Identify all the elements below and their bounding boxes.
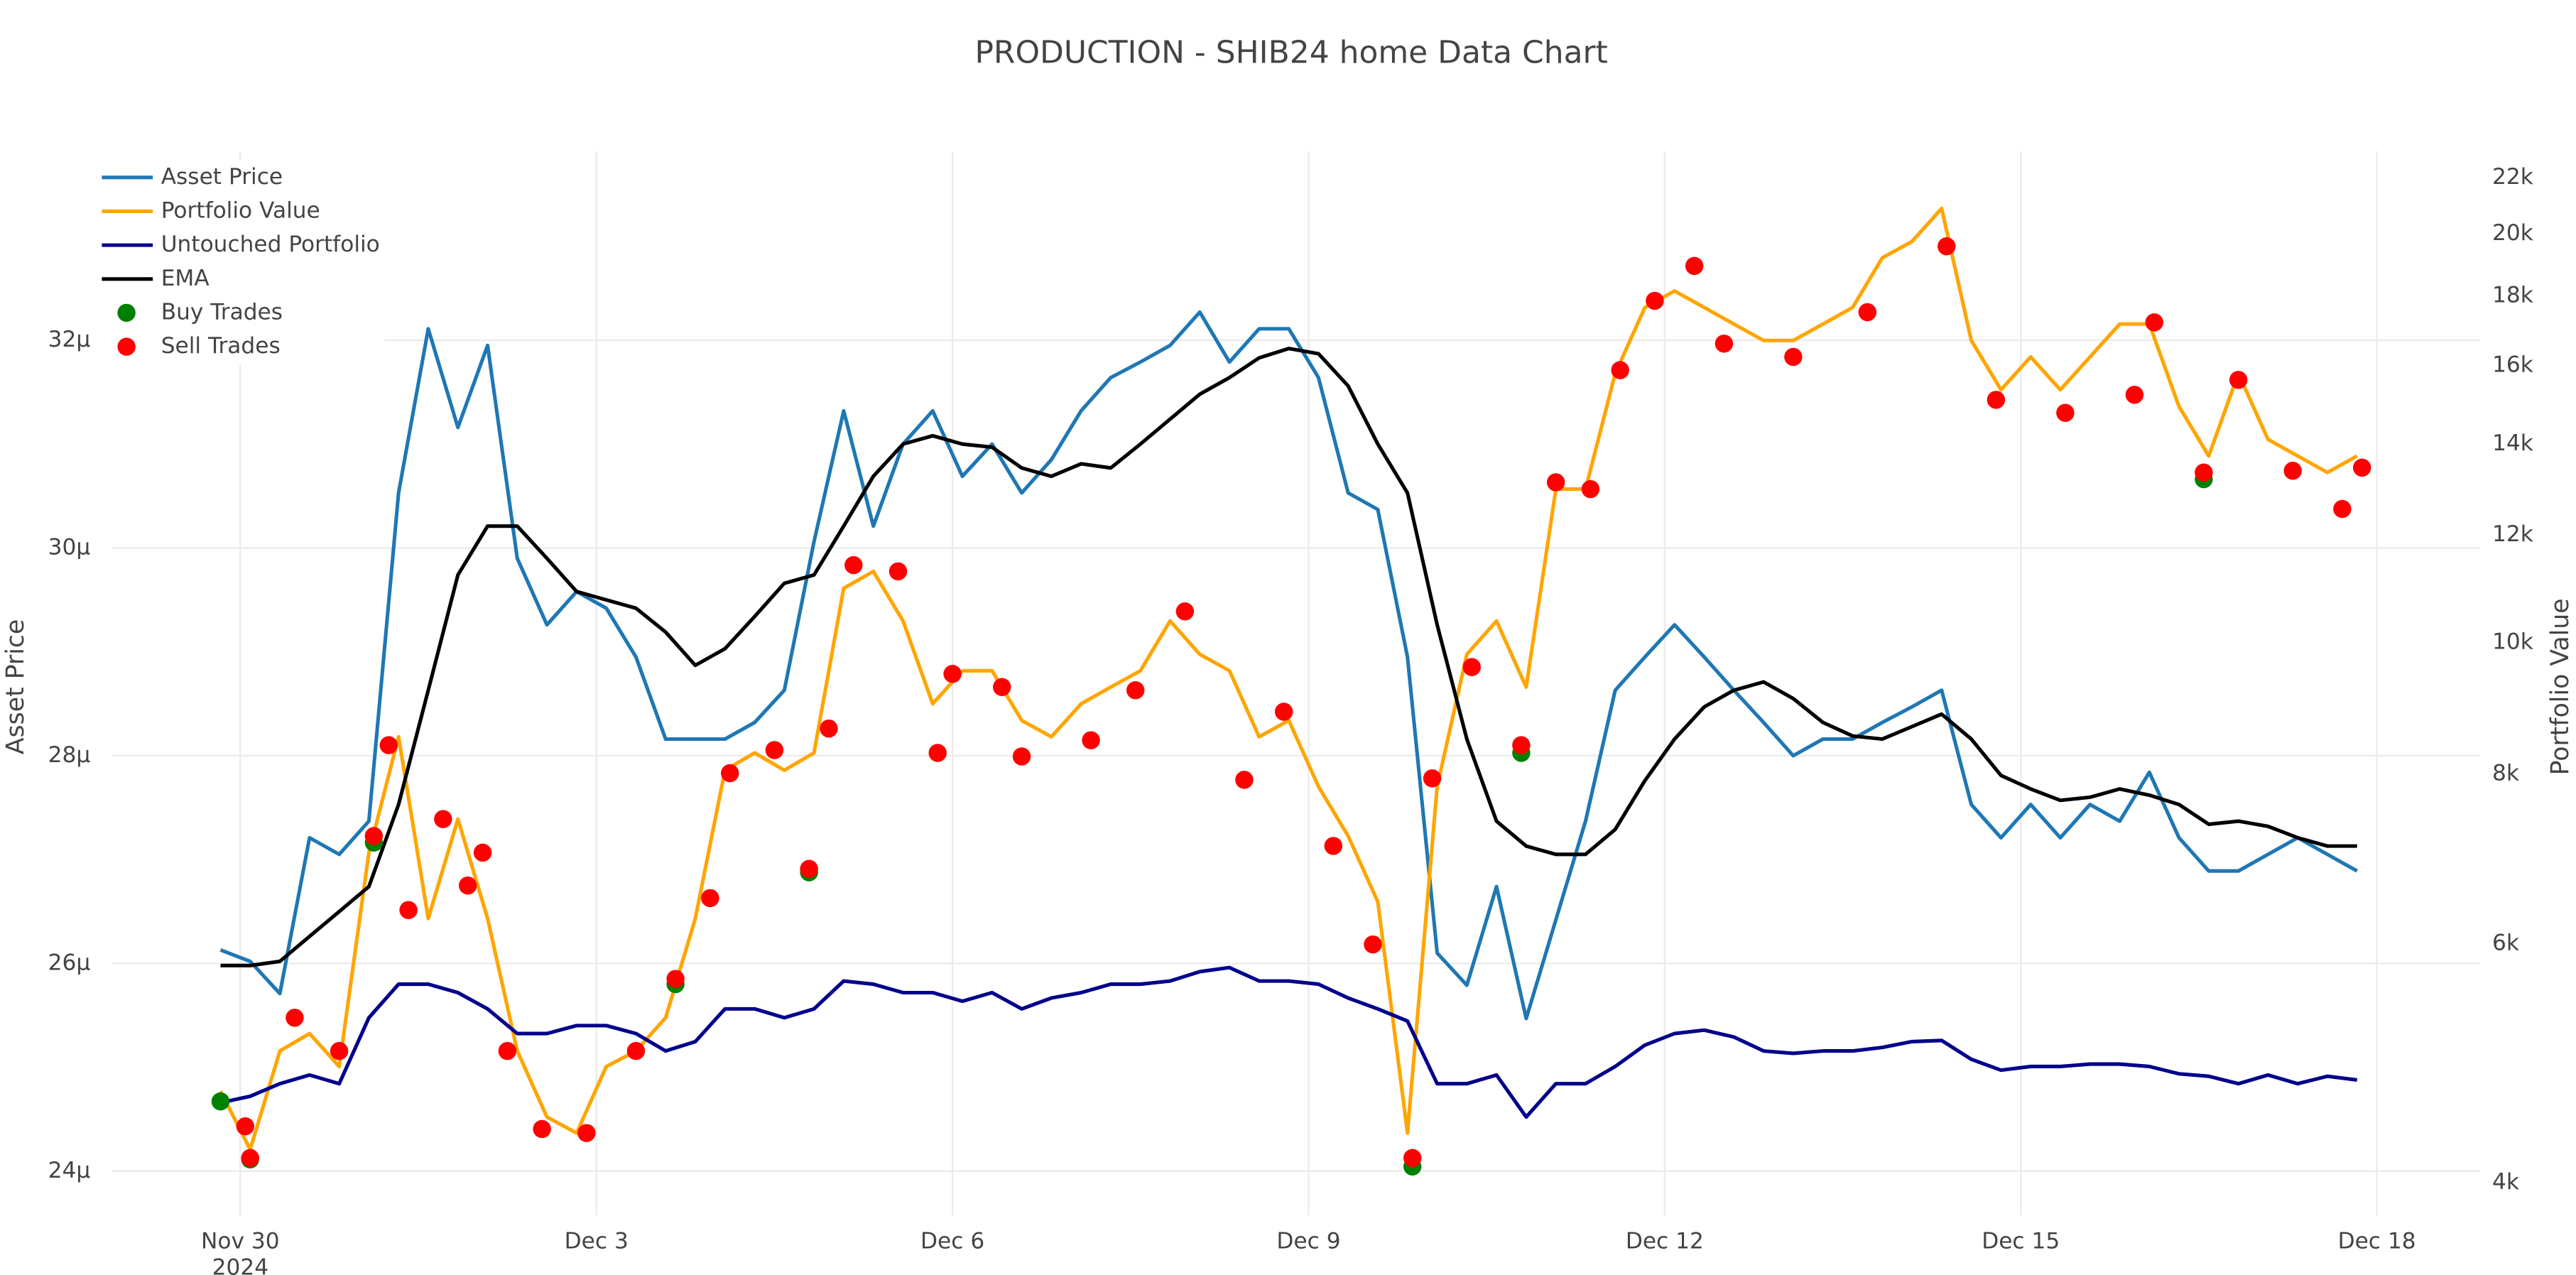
x-tick-label: Dec 3 [565, 1229, 629, 1254]
trade-marker [2333, 499, 2352, 519]
trade-marker [434, 810, 452, 828]
trade-marker [1012, 747, 1031, 766]
y2-tick-label: 4k [2492, 1169, 2519, 1195]
x-tick-year: 2024 [212, 1255, 268, 1275]
trade-marker [1646, 291, 1664, 310]
trade-marker [1858, 303, 1877, 322]
trade-marker [2352, 458, 2371, 477]
trade-marker [458, 876, 477, 895]
y-tick-label: 30μ [48, 534, 91, 560]
trade-marker [379, 736, 398, 754]
legend-label[interactable]: Untouched Portfolio [161, 232, 380, 257]
trade-marker [473, 843, 492, 862]
trade-marker [888, 562, 908, 581]
legend-box [92, 159, 385, 365]
trade-marker [2125, 386, 2144, 404]
trade-marker [211, 1092, 230, 1111]
y-tick-label: 28μ [48, 742, 91, 768]
y2-tick-label: 18k [2492, 283, 2533, 308]
trade-marker [993, 678, 1011, 697]
trade-marker [1581, 479, 1600, 499]
trade-marker [701, 889, 719, 908]
trade-marker [241, 1149, 259, 1167]
trade-marker [1938, 237, 1956, 256]
trade-marker [577, 1124, 596, 1142]
y-tick-label: 26μ [48, 950, 91, 975]
x-tick-label: Dec 9 [1276, 1229, 1340, 1254]
trade-marker [1685, 256, 1704, 276]
trade-marker [721, 764, 739, 783]
legend-label[interactable]: Asset Price [161, 164, 283, 190]
series-line [219, 206, 2358, 1151]
x-tick-label: Dec 15 [1982, 1229, 2060, 1254]
y2-tick-label: 20k [2492, 220, 2533, 246]
trade-marker [1423, 769, 1442, 788]
trade-marker [2283, 462, 2302, 480]
legend-label[interactable]: EMA [161, 266, 210, 291]
y2-tick-label: 12k [2492, 521, 2533, 547]
trade-marker [1512, 736, 1531, 754]
y-axis-title: Asset Price [1, 619, 30, 754]
trade-marker [928, 744, 947, 762]
trade-marker [1324, 837, 1343, 855]
x-tick-label: Nov 30 [201, 1229, 280, 1254]
trade-marker [364, 827, 384, 845]
trade-marker [765, 741, 784, 759]
y-tick-label: 24μ [48, 1158, 91, 1183]
trade-marker [844, 555, 863, 575]
trade-marker [666, 970, 685, 988]
legend-swatch [117, 337, 136, 356]
series-line [220, 347, 2357, 967]
trade-marker [1462, 658, 1481, 676]
legend-label[interactable]: Buy Trades [161, 299, 283, 325]
legend-label[interactable]: Portfolio Value [161, 197, 320, 223]
trade-marker [236, 1117, 255, 1136]
legend-swatch [117, 303, 136, 322]
trade-marker [1175, 602, 1195, 621]
y2-axis-title: Portfolio Value [2546, 598, 2575, 775]
trade-marker [626, 1041, 646, 1060]
trade-marker [330, 1041, 349, 1060]
trade-marker [2229, 371, 2248, 389]
trade-marker [533, 1119, 551, 1139]
y2-tick-label: 16k [2492, 352, 2533, 377]
trade-marker [1126, 681, 1145, 700]
trade-marker [2195, 463, 2213, 482]
trade-marker [1987, 391, 2006, 409]
trade-marker [286, 1009, 304, 1027]
series-line [219, 965, 2358, 1119]
trade-marker [2145, 313, 2163, 332]
trade-marker [1546, 473, 1565, 492]
trade-marker [1082, 731, 1100, 749]
x-tick-label: Dec 12 [1626, 1229, 1704, 1254]
trade-marker [1274, 702, 1293, 721]
chart-title: PRODUCTION - SHIB24 home Data Chart [974, 34, 1607, 70]
x-tick-label: Dec 6 [920, 1229, 984, 1254]
x-tick-label: Dec 18 [2338, 1229, 2416, 1254]
y2-tick-label: 8k [2492, 761, 2519, 786]
trade-marker [2056, 403, 2075, 423]
y-tick-label: 32μ [48, 327, 91, 352]
y2-tick-label: 10k [2492, 629, 2533, 654]
trade-marker [1784, 347, 1803, 367]
trade-marker [820, 719, 838, 738]
y2-tick-label: 22k [2492, 164, 2533, 190]
trade-marker [498, 1041, 517, 1060]
legend-label[interactable]: Sell Trades [161, 333, 281, 359]
trade-marker [1714, 335, 1734, 353]
trade-marker [800, 859, 818, 878]
trade-marker [943, 664, 962, 683]
trade-marker [1611, 361, 1629, 379]
y2-tick-label: 14k [2492, 430, 2533, 456]
trade-marker [399, 901, 418, 919]
trade-marker [1403, 1149, 1422, 1167]
trade-marker [1364, 935, 1382, 954]
y2-tick-label: 6k [2492, 930, 2519, 955]
trade-marker [1235, 771, 1254, 789]
